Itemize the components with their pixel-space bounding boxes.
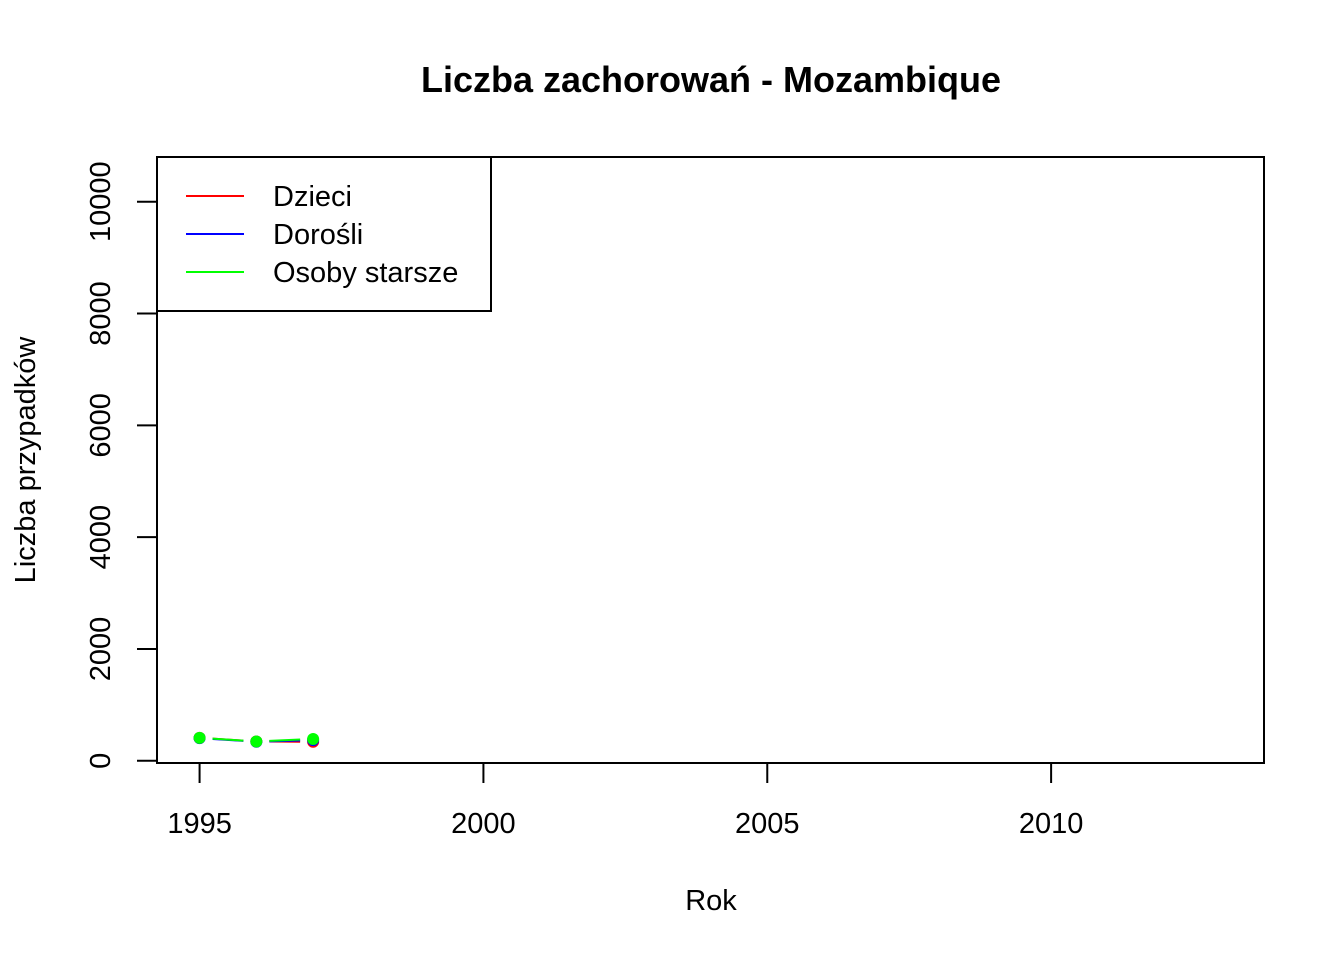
series-line-segment <box>269 738 301 742</box>
legend-label: Dorośli <box>273 219 363 251</box>
series-layer <box>193 731 320 748</box>
legend-label: Osoby starsze <box>273 257 458 289</box>
data-point <box>250 735 263 748</box>
y-axis: 0 2000 4000 6000 8000 10000 <box>85 161 158 769</box>
chart-title: Liczba zachorowań - Mozambique <box>421 59 1001 100</box>
data-point <box>307 732 320 745</box>
y-tick-label: 2000 <box>85 617 117 682</box>
y-tick-label: 8000 <box>85 281 117 346</box>
x-axis: 1995 2000 2005 2010 <box>167 762 1084 840</box>
legend-label: Dzieci <box>273 181 352 213</box>
y-tick-label: 4000 <box>85 505 117 570</box>
legend-box <box>156 156 492 312</box>
x-tick-label: 1995 <box>167 808 232 840</box>
x-tick-label: 2000 <box>451 808 516 840</box>
x-tick-label: 2010 <box>1019 808 1084 840</box>
series-line-segment <box>212 737 244 742</box>
data-point <box>193 731 206 744</box>
y-tick-label: 0 <box>85 753 117 769</box>
legend: Dzieci Dorośli Osoby starsze <box>156 156 492 312</box>
x-tick-label: 2005 <box>735 808 800 840</box>
y-tick-label: 6000 <box>85 393 117 458</box>
x-axis-label: Rok <box>685 885 737 917</box>
series-2 <box>193 731 320 748</box>
y-tick-label: 10000 <box>85 161 117 242</box>
y-axis-label: Liczba przypadków <box>10 336 42 584</box>
